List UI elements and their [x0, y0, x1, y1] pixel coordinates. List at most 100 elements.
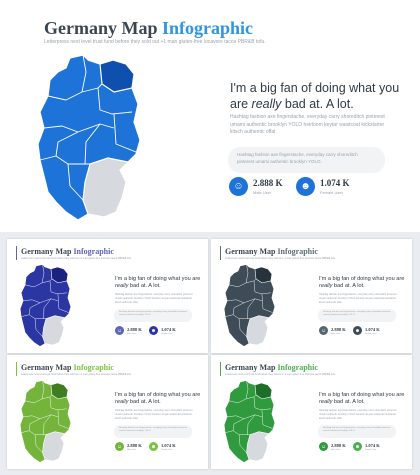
user-icon: ☺ [319, 442, 328, 451]
map-state-border [261, 409, 273, 429]
body-text: Hashtag fashion axe fingerstache, everyd… [319, 409, 397, 420]
germany-map [19, 380, 72, 463]
title-accent-bar [220, 362, 221, 376]
map-state-border [23, 298, 58, 303]
stat-label: Male User [331, 332, 341, 335]
quote-box: Hashtag fashion axe fingerstache, everyd… [318, 425, 396, 438]
stat-value: 2.888 K [127, 326, 142, 332]
map-state-border [21, 430, 46, 435]
map-state-border [67, 163, 84, 201]
stat-label: Female User [365, 332, 377, 335]
stat-female-user: ☻ 1.074 K Female User [149, 442, 176, 451]
body-text: Hashtag fashion axe fingerstache, everyd… [230, 114, 385, 135]
slide-main[interactable]: Germany Map Infographic Letterpress next… [0, 0, 420, 232]
map-state-border [41, 264, 45, 283]
map-state-border [225, 430, 250, 435]
map-state-border [57, 293, 69, 313]
female-user-icon: ☻ [149, 326, 158, 335]
map-state-border [55, 131, 79, 157]
map-state-border [261, 293, 273, 313]
map-region-northeast [50, 266, 69, 284]
user-icon: ☺ [229, 177, 248, 196]
stat-label: Female User [320, 190, 343, 195]
title-accent-word: Infographic [73, 363, 114, 372]
map-state-border [34, 434, 43, 453]
map-region-northeast [254, 266, 273, 284]
headline: I'm a big fan of doing what you are real… [319, 392, 405, 406]
map-state-border [253, 278, 271, 295]
map-state-border [23, 414, 58, 419]
female-user-icon: ☻ [149, 442, 158, 451]
map-region-highlight [42, 431, 66, 462]
quote-box: Hashtag fashion axe fingerstache, everyd… [114, 309, 192, 322]
stat-male-user: ☺ 2.888 K Male User [319, 326, 346, 335]
slide-thumbnail-lime[interactable]: Germany Map Infographic Letterpress next… [7, 355, 208, 469]
germany-map [19, 264, 72, 347]
map-state-border [34, 318, 43, 337]
map-region-highlight [246, 431, 270, 462]
map-state-border [25, 280, 51, 288]
stat-value: 2.888 K [127, 442, 142, 448]
map-state-border [238, 434, 247, 453]
map-state-border [245, 264, 249, 283]
map-region-highlight [42, 315, 66, 346]
map-state-border [229, 280, 255, 288]
slide-title: Germany Map Infographic [44, 18, 253, 38]
quote-box: Hashtag fashion axe fingerstache, everyd… [114, 425, 192, 438]
stat-value: 2.888 K [331, 326, 346, 332]
stat-value: 2.888 K [331, 442, 346, 448]
user-icon: ☺ [115, 442, 124, 451]
title-accent-word: Infographic [73, 247, 114, 256]
map-state-border [21, 314, 46, 319]
slide-subtitle: Letterpress next level trust fund before… [44, 39, 266, 45]
slide-subtitle: Letterpress next level trust fund before… [225, 257, 336, 260]
map-state-border [81, 54, 87, 93]
map-state-border [247, 298, 256, 319]
map-state-border [232, 302, 245, 315]
user-icon: ☺ [115, 326, 124, 335]
slide-thumbnail-blue[interactable]: Germany Map Infographic Letterpress next… [7, 239, 208, 353]
stat-value: 1.074 K [161, 442, 176, 448]
slide-title: Germany Map Infographic [21, 247, 114, 256]
stat-label: Male User [127, 332, 137, 335]
female-user-icon: ☻ [296, 177, 315, 196]
map-state-border [232, 418, 245, 431]
slide-title: Germany Map Infographic [225, 363, 318, 372]
map-state-border [57, 409, 69, 429]
title-accent-bar [220, 246, 221, 260]
slide-title: Germany Map Infographic [225, 247, 318, 256]
map-state-border [247, 414, 256, 435]
map-state-border [28, 418, 41, 431]
slide-thumbnail-slate[interactable]: Germany Map Infographic Letterpress next… [211, 239, 412, 353]
stat-female-user: ☻ 1.074 K Female User [149, 326, 176, 335]
title-accent-word: Infographic [277, 363, 318, 372]
map-state-border [97, 83, 133, 115]
map-state-border [113, 113, 137, 153]
map-region-northeast [254, 382, 273, 400]
title-accent-word: Infographic [277, 247, 318, 256]
quote-box: Hashtag fashion axe fingerstache, everyd… [318, 309, 396, 322]
stat-male-user: ☺ 2.888 K Male User [115, 326, 142, 335]
map-region-northeast [50, 382, 69, 400]
slide-subtitle: Letterpress next level trust fund before… [225, 373, 336, 376]
slide-thumbnail-green[interactable]: Germany Map Infographic Letterpress next… [211, 355, 412, 469]
headline: I'm a big fan of doing what you are real… [319, 276, 405, 290]
headline: I'm a big fan of doing what you are real… [230, 81, 400, 112]
slide-subtitle: Letterpress next level trust fund before… [21, 373, 132, 376]
map-region-highlight [82, 157, 129, 218]
germany-map [223, 264, 276, 347]
map-region-highlight [246, 315, 270, 346]
stat-female-user: ☻ 1.074 K Female User [353, 442, 380, 451]
stat-male-user: ☺ 2.888 K Male User [319, 442, 346, 451]
stat-female-user: ☻ 1.074 K Female User [296, 177, 350, 196]
stat-female-user: ☻ 1.074 K Female User [353, 326, 380, 335]
map-state-border [84, 123, 101, 165]
map-state-border [25, 396, 51, 404]
map-state-border [245, 380, 249, 399]
title-accent-word: Infographic [161, 18, 253, 38]
map-region-northeast [99, 59, 135, 93]
map-state-border [225, 314, 250, 319]
stat-label: Male User [127, 448, 137, 451]
map-state-border [41, 380, 45, 399]
body-text: Hashtag fashion axe fingerstache, everyd… [115, 293, 193, 304]
